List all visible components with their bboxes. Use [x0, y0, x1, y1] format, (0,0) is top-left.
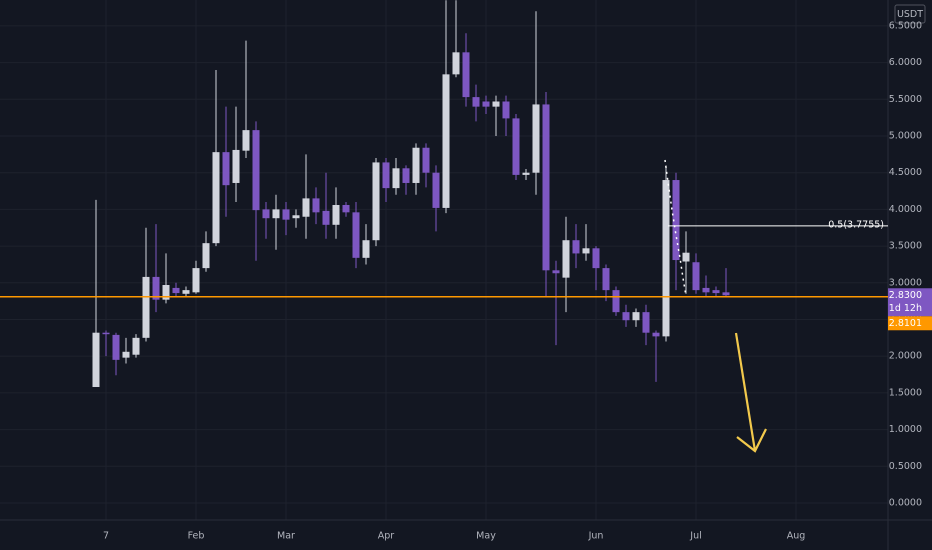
candle-body	[522, 172, 530, 175]
candle-body	[642, 312, 650, 333]
candle-body	[562, 240, 570, 278]
candle-body	[582, 248, 590, 254]
last-price-label: 2.8300	[889, 290, 922, 301]
candle-body	[132, 337, 140, 355]
candle-body	[462, 52, 470, 98]
y-tick-label: 6.5000	[889, 20, 922, 31]
y-tick-label: 0.0000	[889, 497, 922, 508]
x-tick-label: Jun	[588, 531, 604, 542]
candle-body	[412, 147, 420, 183]
line-price-label: 2.8101	[889, 318, 922, 329]
candle-body	[102, 332, 110, 335]
candle-body	[682, 252, 690, 262]
candle-body	[512, 118, 520, 175]
candle-body	[402, 168, 410, 183]
y-tick-label: 3.0000	[889, 277, 922, 288]
candle-body	[662, 180, 670, 337]
last-price-tag	[888, 288, 932, 317]
candle-body	[202, 243, 210, 269]
candle-body	[492, 101, 500, 107]
candle-body	[592, 248, 600, 269]
candle-body	[152, 276, 160, 300]
y-tick-label: 3.5000	[889, 241, 922, 252]
candle-body	[242, 130, 250, 151]
candle-body	[342, 204, 350, 213]
candle-body	[382, 162, 390, 189]
fib-label: 0.5(3.7755)	[828, 219, 884, 230]
candle-body	[172, 287, 180, 294]
candle-body	[162, 284, 170, 300]
arrow-head	[736, 428, 767, 453]
x-tick-label: Apr	[378, 531, 395, 542]
x-tick-label: May	[476, 531, 496, 542]
candle-body	[482, 101, 490, 107]
candle-body	[352, 212, 360, 258]
candle-body	[142, 276, 150, 338]
x-tick-label: Feb	[188, 531, 205, 542]
arrow-shaft	[734, 332, 757, 452]
candle-body	[422, 147, 430, 173]
candle-body	[252, 130, 260, 211]
y-tick-label: 5.5000	[889, 94, 922, 105]
candle-body	[552, 270, 560, 274]
y-tick-label: 1.5000	[889, 387, 922, 398]
candle-body	[692, 262, 700, 291]
countdown-label: 1d 12h	[889, 303, 922, 314]
candle-body	[282, 209, 290, 220]
x-tick-label: 7	[103, 531, 109, 542]
x-tick-label: Aug	[787, 531, 806, 542]
candle-body	[232, 149, 240, 183]
y-tick-label: 0.5000	[889, 461, 922, 472]
candle-body	[702, 287, 710, 293]
candle-body	[332, 204, 340, 225]
candle-body	[452, 52, 460, 75]
unit-box	[894, 4, 926, 24]
candle-body	[322, 210, 330, 225]
y-tick-label: 4.0000	[889, 204, 922, 215]
candle-body	[112, 334, 120, 360]
y-tick-label: 6.0000	[889, 57, 922, 68]
candle-body	[262, 209, 270, 219]
candle-body	[432, 172, 440, 208]
candle-body	[622, 312, 630, 321]
candle-body	[602, 268, 610, 291]
unit-label: USDT	[897, 9, 923, 20]
candle-body	[212, 152, 220, 244]
candle-body	[632, 312, 640, 321]
arrow	[734, 332, 767, 453]
candle-body	[272, 209, 280, 219]
candle-body	[442, 74, 450, 208]
candle-body	[362, 240, 370, 258]
candle-body	[372, 162, 380, 241]
candle-body	[392, 168, 400, 189]
candle-body	[542, 104, 550, 271]
candle-body	[312, 198, 320, 213]
candle-body	[122, 351, 130, 358]
candle-body	[222, 152, 230, 186]
candle-body	[182, 290, 190, 294]
candle-body	[712, 290, 720, 294]
candle-body	[612, 290, 620, 313]
candle-body	[192, 268, 200, 293]
y-tick-label: 1.0000	[889, 424, 922, 435]
candle-body	[572, 240, 580, 254]
candle-body	[292, 215, 300, 219]
line-price-tag	[888, 316, 932, 331]
y-tick-label: 2.0000	[889, 351, 922, 362]
candle-body	[92, 332, 100, 388]
candle-body	[722, 292, 730, 296]
candle-body	[502, 101, 510, 119]
y-tick-label: 4.5000	[889, 167, 922, 178]
x-tick-label: Mar	[277, 531, 295, 542]
candle-body	[302, 198, 310, 217]
candle-body	[672, 180, 680, 261]
x-tick-label: Jul	[689, 531, 701, 542]
candle-body	[472, 97, 480, 107]
candle-body	[532, 104, 540, 173]
candles	[92, 0, 730, 388]
y-tick-label: 5.0000	[889, 131, 922, 142]
candle-body	[652, 332, 660, 337]
